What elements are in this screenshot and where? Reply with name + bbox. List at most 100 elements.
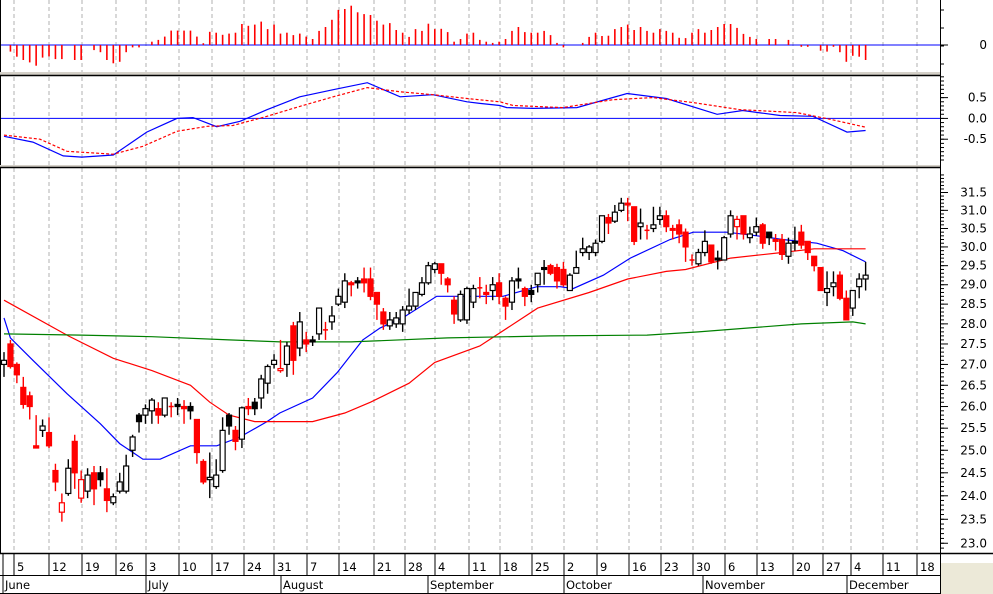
candle (323, 321, 328, 340)
candle (187, 402, 194, 420)
candle (778, 233, 786, 261)
candle (213, 459, 220, 489)
month-label: November (705, 578, 765, 592)
candle (341, 273, 348, 309)
candle (200, 459, 207, 485)
candle (534, 272, 541, 293)
candle (553, 263, 561, 289)
candle (496, 273, 503, 305)
candle-body (219, 429, 226, 472)
candle-body (39, 425, 46, 431)
candle (354, 277, 361, 289)
candle-body (823, 287, 831, 294)
candle-body (856, 278, 863, 288)
candle (174, 397, 181, 416)
candle (727, 210, 734, 238)
candle-body (457, 293, 464, 321)
panel-separator (0, 72, 940, 76)
candle (843, 290, 850, 321)
candle (656, 206, 663, 225)
month-label: June (4, 578, 30, 592)
candle (798, 224, 805, 249)
candle-body (656, 215, 663, 220)
candle (708, 244, 715, 264)
candle-body (193, 418, 200, 454)
candle-body (142, 408, 149, 416)
candle-body (547, 265, 554, 274)
week-label: 31 (277, 560, 292, 574)
candle (746, 226, 753, 244)
candle-body (611, 211, 618, 222)
candle-body (155, 408, 162, 416)
week-label: 18 (920, 560, 935, 574)
candle (515, 267, 522, 289)
candle (283, 341, 291, 377)
candle-body (778, 238, 786, 255)
candle (766, 231, 773, 246)
candle-body (97, 472, 104, 481)
signal-line (3, 86, 866, 155)
candle (753, 217, 760, 236)
candle-body (836, 274, 844, 299)
candle-body (225, 414, 233, 427)
candle (650, 206, 657, 233)
week-label: 23 (664, 560, 679, 574)
candle-body (463, 287, 471, 321)
candle (123, 454, 130, 494)
candle-body (180, 405, 188, 410)
week-label: 11 (472, 560, 487, 574)
candle-body (90, 472, 98, 490)
week-label: 20 (796, 560, 811, 574)
candle (245, 397, 252, 416)
week-label: 4 (438, 560, 445, 574)
candle-body (598, 215, 606, 242)
right-value-axis: 0 0.5 0.0 -0.5 31.5 31.0 30.5 30.0 29.5 29.0 28.5 2… (940, 9, 987, 550)
candle-body (508, 280, 516, 303)
candle-body (328, 315, 336, 323)
candle (547, 263, 554, 276)
candle-body (740, 215, 747, 235)
candle-body (791, 240, 798, 244)
candle (232, 425, 239, 451)
candle (733, 215, 741, 240)
candle-body (303, 339, 310, 345)
price-axis-label: 26.5 (960, 378, 987, 392)
week-label: 5 (17, 560, 24, 574)
candle-body (624, 202, 631, 206)
price-axis-label: 30.0 (960, 240, 987, 254)
candle-body (309, 339, 316, 343)
candle (264, 364, 271, 394)
candle (84, 468, 91, 499)
candle (78, 470, 85, 503)
candle-body (373, 291, 381, 305)
candle (689, 254, 695, 266)
candle (90, 465, 98, 506)
candle-body (496, 282, 503, 297)
candle (251, 397, 258, 416)
candle (669, 224, 676, 240)
candle-body (830, 282, 837, 288)
candle (418, 277, 426, 297)
candle-body (71, 440, 78, 474)
week-label: 19 (85, 560, 100, 574)
candle-body (804, 240, 811, 254)
date-axis: 5 12 19 26 3 10 17 24 31 7 14 21 28 4 11 18 25 2 9 16 23 30 6 1… (0, 552, 993, 594)
candle-body (341, 280, 348, 303)
candle (129, 434, 136, 457)
candle-body (110, 496, 117, 504)
candle (431, 261, 438, 274)
price-axis-label: 25.5 (960, 421, 987, 435)
candle (451, 296, 458, 324)
candle (463, 286, 471, 324)
candle (489, 277, 496, 301)
candle-body (335, 295, 342, 305)
candle-body (206, 476, 213, 481)
candle-body (451, 299, 458, 315)
candle-body (772, 238, 779, 242)
price-axis-label: 23.5 (960, 512, 987, 526)
candle (290, 321, 297, 375)
candle-body (637, 222, 644, 228)
candle-body (258, 378, 265, 399)
candle (116, 472, 123, 494)
candle (785, 237, 792, 264)
